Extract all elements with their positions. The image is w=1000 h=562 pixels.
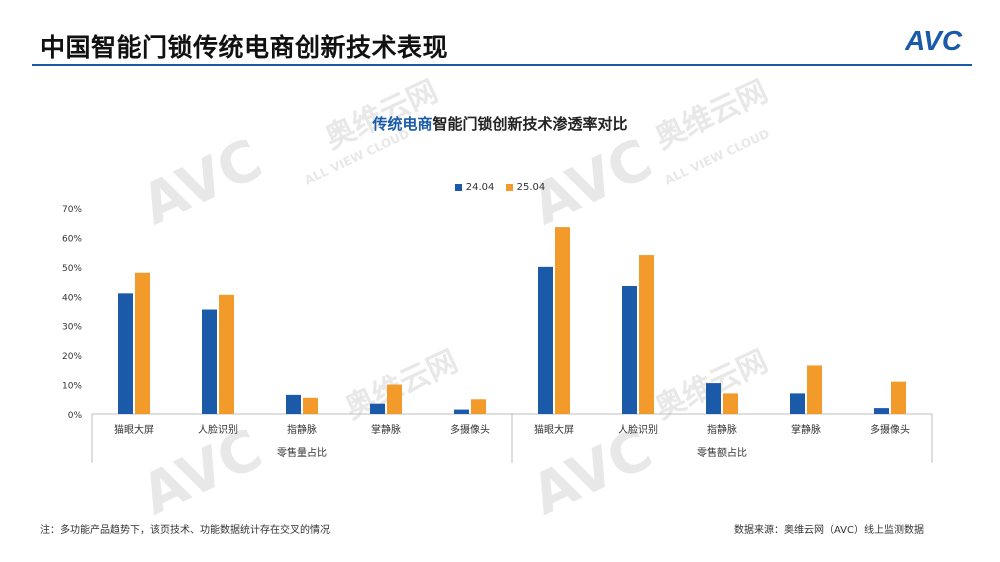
bar-series2 xyxy=(555,227,570,414)
group-label: 零售额占比 xyxy=(697,446,747,459)
y-tick-label: 20% xyxy=(62,352,82,362)
logo-text: AVC xyxy=(905,25,963,56)
y-tick-label: 50% xyxy=(62,264,82,274)
data-source: 数据来源：奥维云网（AVC）线上监测数据 xyxy=(733,525,924,536)
x-tick-label: 猫眼大屏 xyxy=(534,423,574,436)
legend-label-series2: 25.04 xyxy=(516,182,546,193)
bar-series1 xyxy=(118,293,133,414)
x-tick-label: 人脸识别 xyxy=(198,423,238,436)
footnote: 注：多功能产品趋势下，该页技术、功能数据统计存在交叉的情况 xyxy=(40,525,330,536)
y-tick-label: 60% xyxy=(62,234,82,244)
group-label: 零售量占比 xyxy=(277,446,327,459)
y-tick-label: 10% xyxy=(62,382,82,392)
bar-series1 xyxy=(286,394,301,414)
y-tick-label: 40% xyxy=(62,293,82,303)
y-tick-label: 30% xyxy=(62,323,82,333)
bar-series2 xyxy=(135,272,150,414)
bar-series2 xyxy=(471,399,486,414)
bar-series1 xyxy=(202,309,217,414)
y-tick-label: 0% xyxy=(68,411,83,421)
x-tick-label: 指静脉 xyxy=(707,423,737,436)
x-tick-label: 猫眼大屏 xyxy=(114,423,154,436)
x-tick-label: 掌静脉 xyxy=(371,423,401,436)
avc-logo: AVC xyxy=(905,25,963,56)
bar-series2 xyxy=(219,294,234,414)
bar-series2 xyxy=(807,365,822,414)
bar-series2 xyxy=(723,393,738,414)
slide-title: 中国智能门锁传统电商创新技术表现 xyxy=(40,33,449,62)
legend-label-series1: 24.04 xyxy=(465,182,495,193)
bar-series1 xyxy=(706,383,721,414)
bar-series1 xyxy=(790,393,805,414)
bar-series1 xyxy=(370,403,385,414)
bar-series1 xyxy=(454,409,469,414)
title-divider xyxy=(32,64,972,66)
bar-series2 xyxy=(387,384,402,414)
x-tick-label: 多摄像头 xyxy=(870,423,910,436)
legend-swatch-series2 xyxy=(505,183,513,191)
x-tick-label: 掌静脉 xyxy=(791,423,821,436)
bar-series2 xyxy=(639,255,654,414)
x-tick-label: 指静脉 xyxy=(287,423,317,436)
chart-title-rest: 智能门锁创新技术渗透率对比 xyxy=(432,115,628,133)
legend-item-series1: 24.04 xyxy=(454,182,495,193)
chart-title: 传统电商智能门锁创新技术渗透率对比 xyxy=(0,113,1000,134)
bar-series1 xyxy=(874,408,889,414)
x-tick-label: 人脸识别 xyxy=(618,423,658,436)
x-tick-label: 多摄像头 xyxy=(450,423,490,436)
legend-item-series2: 25.04 xyxy=(505,182,546,193)
bar-series1 xyxy=(622,285,637,414)
chart-title-highlight: 传统电商 xyxy=(372,115,433,133)
chart-legend: 24.04 25.04 xyxy=(0,182,1000,193)
legend-swatch-series1 xyxy=(454,183,462,191)
bar-series1 xyxy=(538,266,553,414)
bar-series2 xyxy=(891,381,906,414)
y-tick-label: 70% xyxy=(62,205,82,215)
bar-series2 xyxy=(303,397,318,414)
